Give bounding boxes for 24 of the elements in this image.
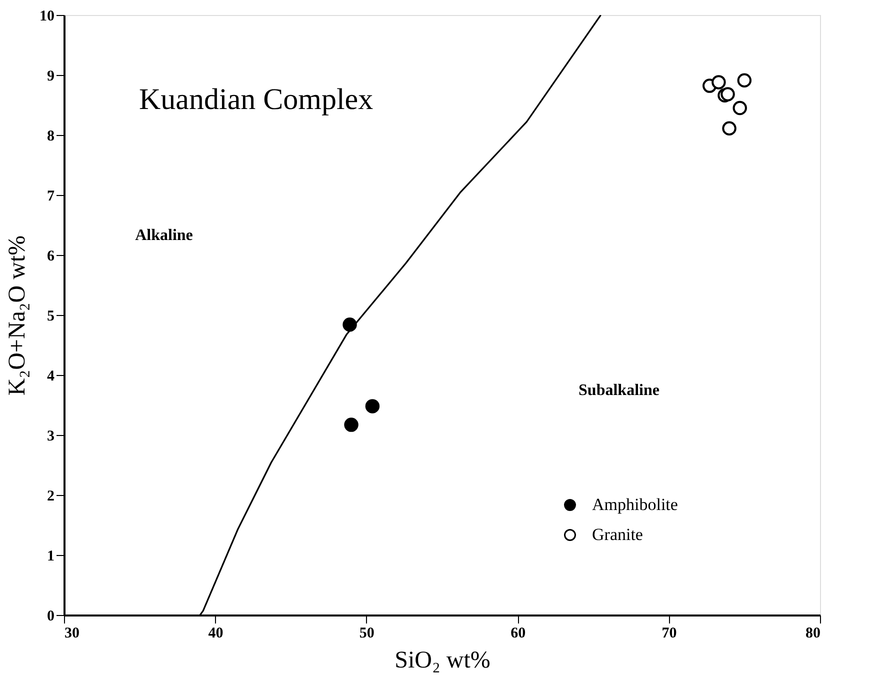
y-tick-label: 10 xyxy=(40,8,54,24)
y-tick-label: 0 xyxy=(47,608,54,624)
x-tick-label: 50 xyxy=(359,626,374,642)
legend-label: Granite xyxy=(592,525,643,544)
y-tick-label: 8 xyxy=(47,128,54,144)
y-tick-label: 5 xyxy=(47,308,54,324)
y-tick-label: 2 xyxy=(47,488,54,504)
y-axis-title: K₂O+Na₂O wt% xyxy=(4,235,30,396)
x-tick-label: 70 xyxy=(662,626,677,642)
x-tick-label: 30 xyxy=(64,626,80,642)
text: Kuandian Complex xyxy=(139,83,374,116)
y-tick-label: 6 xyxy=(47,248,55,264)
x-tick-label: 80 xyxy=(806,626,820,642)
x-tick-label: 40 xyxy=(208,626,224,642)
y-tick-label: 7 xyxy=(47,188,55,204)
x-axis-title: SiO₂ wt% xyxy=(394,648,490,674)
y-tick-label: 4 xyxy=(47,368,55,384)
x-tick-label: 60 xyxy=(510,626,526,642)
annotation: Alkaline xyxy=(135,227,193,244)
y-tick-label: 1 xyxy=(47,548,54,564)
annotation: Subalkaline xyxy=(578,382,660,399)
legend-label: Amphibolite xyxy=(592,495,678,514)
y-tick-label: 3 xyxy=(47,428,54,444)
y-tick-label: 9 xyxy=(47,68,54,84)
